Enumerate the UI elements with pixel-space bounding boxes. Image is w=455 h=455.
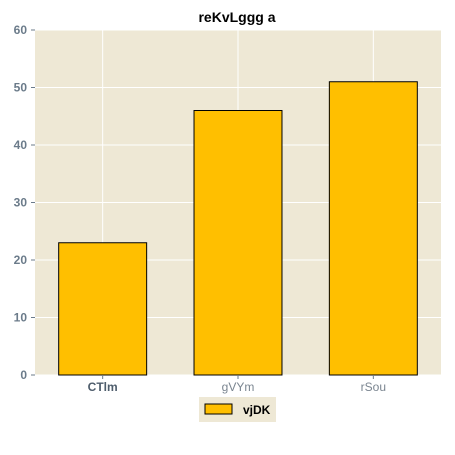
y-tick-label: 10 — [14, 311, 28, 325]
legend-swatch-vjdk — [204, 403, 233, 415]
legend-label-vjdk: vjDK — [243, 403, 271, 417]
y-tick-label: 60 — [14, 23, 28, 37]
x-tick-label: rSou — [361, 380, 386, 394]
legend: vjDK — [199, 397, 276, 422]
y-tick-label: 40 — [14, 138, 28, 152]
x-tick-label: CTlm — [88, 380, 118, 394]
bar-ctlm — [58, 242, 148, 376]
y-tick-label: 50 — [14, 81, 28, 95]
y-tick-label: 20 — [14, 253, 28, 267]
y-tick-label: 30 — [14, 196, 28, 210]
chart-title: reKvLggg a — [198, 9, 275, 25]
bar-gvym — [193, 110, 283, 376]
x-axis: CTlm gVYm rSou — [88, 375, 386, 394]
y-tick-label: 0 — [20, 368, 27, 382]
y-axis: 0 10 20 30 40 50 60 — [14, 23, 35, 382]
x-tick-label: gVYm — [222, 380, 255, 394]
bar-rsou — [328, 81, 418, 376]
bars — [58, 81, 418, 376]
